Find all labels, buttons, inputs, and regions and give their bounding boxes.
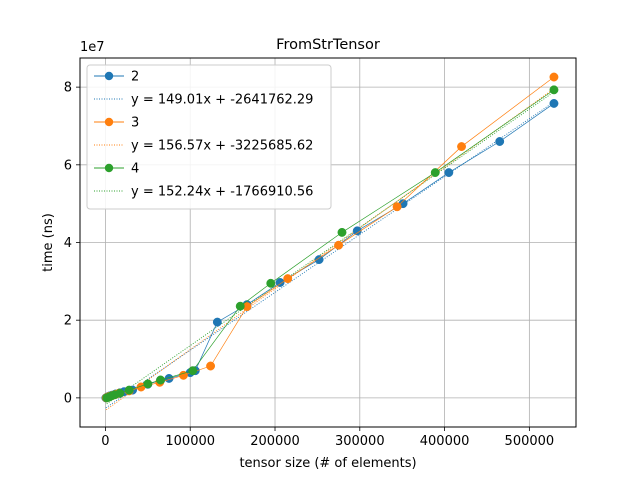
x-tick-label: 100000 [165,434,215,449]
data-point-series-2 [212,317,222,327]
legend-fit-label-3: y = 156.57x + -3225685.62 [131,139,313,154]
data-point-series-3 [457,142,466,152]
y-tick-label: 6 [64,158,72,173]
legend-marker-3 [104,117,114,127]
chart-title: FromStrTensor [276,37,380,53]
data-point-series-2 [352,226,362,236]
data-point-series-4 [430,168,440,178]
y-axis-ticks: 0 2 4 6 8 [64,81,80,406]
data-point-series-3 [392,202,402,212]
data-point-series-4 [143,379,153,389]
x-tick-label: 300000 [335,434,385,449]
x-tick-label: 500000 [505,434,555,449]
data-point-series-4 [188,366,198,376]
data-point-series-4 [115,388,125,398]
y-axis-label: time (ns) [41,213,56,272]
legend-label-4: 4 [131,162,139,177]
legend-marker-2 [104,71,114,81]
data-point-series-2 [444,168,454,178]
x-tick-label: 400000 [420,434,470,449]
y-axis-offset-label: 1e7 [80,40,105,55]
x-tick-label: 200000 [250,434,300,449]
data-series [101,72,559,403]
legend-marker-4 [104,163,114,173]
data-point-series-2 [314,255,324,265]
x-tick-label: 0 [101,434,109,449]
data-point-series-3 [178,370,188,380]
legend-frame [86,64,332,210]
legend-label-3: 3 [131,116,139,131]
data-point-series-3 [206,361,216,371]
y-tick-label: 0 [64,391,72,406]
x-axis-ticks: 0 100000 200000 300000 400000 500000 [101,427,554,449]
x-axis-label: tensor size (# of elements) [239,456,416,471]
data-point-series-4 [266,278,276,288]
fit-line-series-4 [106,91,555,405]
y-tick-label: 8 [64,81,72,96]
data-point-series-4 [124,385,134,395]
legend-label-2: 2 [131,70,139,85]
data-point-series-4 [156,375,165,385]
data-point-series-2 [549,98,559,108]
data-point-series-2 [275,278,285,287]
data-point-series-4 [235,301,245,311]
data-point-series-4 [337,227,347,237]
data-point-series-3 [334,240,344,250]
legend: 2 y = 149.01x + -2641762.29 3 y = 156.57x +… [86,64,332,210]
data-point-series-4 [549,85,559,95]
fit-line-series-3 [106,88,555,411]
fit-line-series-2 [105,101,555,409]
data-point-series-3 [283,274,293,284]
data-point-series-2 [495,137,505,146]
fit-lines [105,88,555,411]
data-point-series-3 [549,72,559,82]
legend-fit-label-2: y = 149.01x + -2641762.29 [131,93,313,108]
y-tick-label: 4 [64,236,72,251]
y-tick-label: 2 [64,314,72,329]
legend-fit-label-4: y = 152.24x + -1766910.56 [131,185,313,200]
